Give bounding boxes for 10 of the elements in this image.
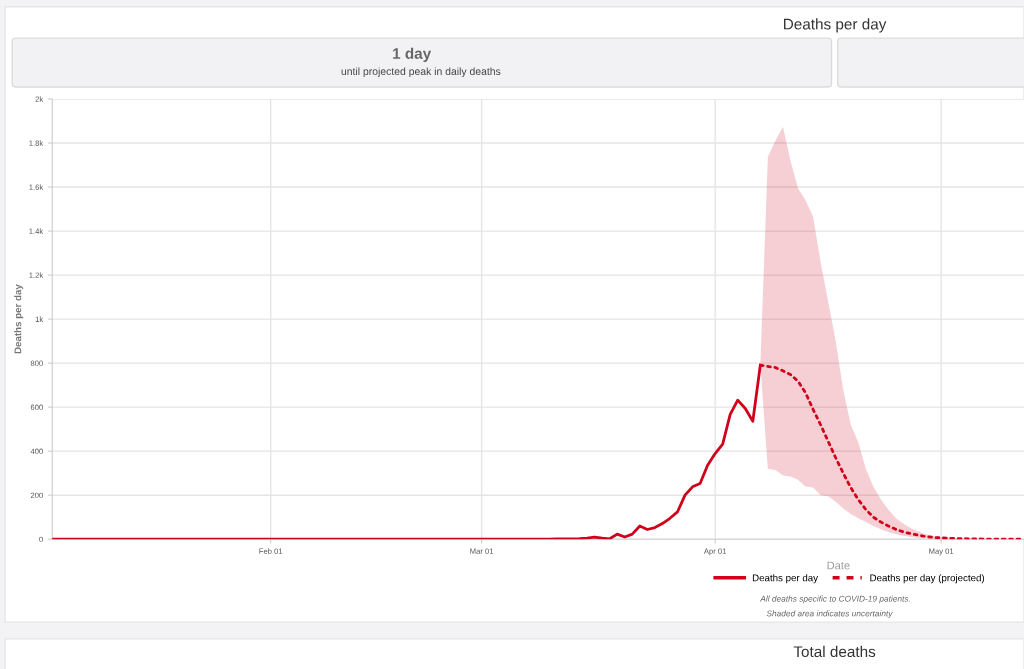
text: Shaded area indicates uncertainty	[766, 610, 893, 619]
text: Total deaths	[793, 645, 876, 658]
x-axis-title: Date	[827, 561, 850, 570]
y-axis-title: Deaths per day	[784, 18, 887, 33]
text: 1 day	[393, 47, 432, 62]
text: until projected peak in daily deaths	[341, 67, 501, 78]
text: Deaths per day	[14, 284, 24, 354]
legend-label: Deaths per day	[752, 574, 819, 584]
text: All deaths specific to COVID-19 patients.	[759, 595, 910, 604]
legend-label: Deaths per day (projected)	[870, 574, 985, 584]
